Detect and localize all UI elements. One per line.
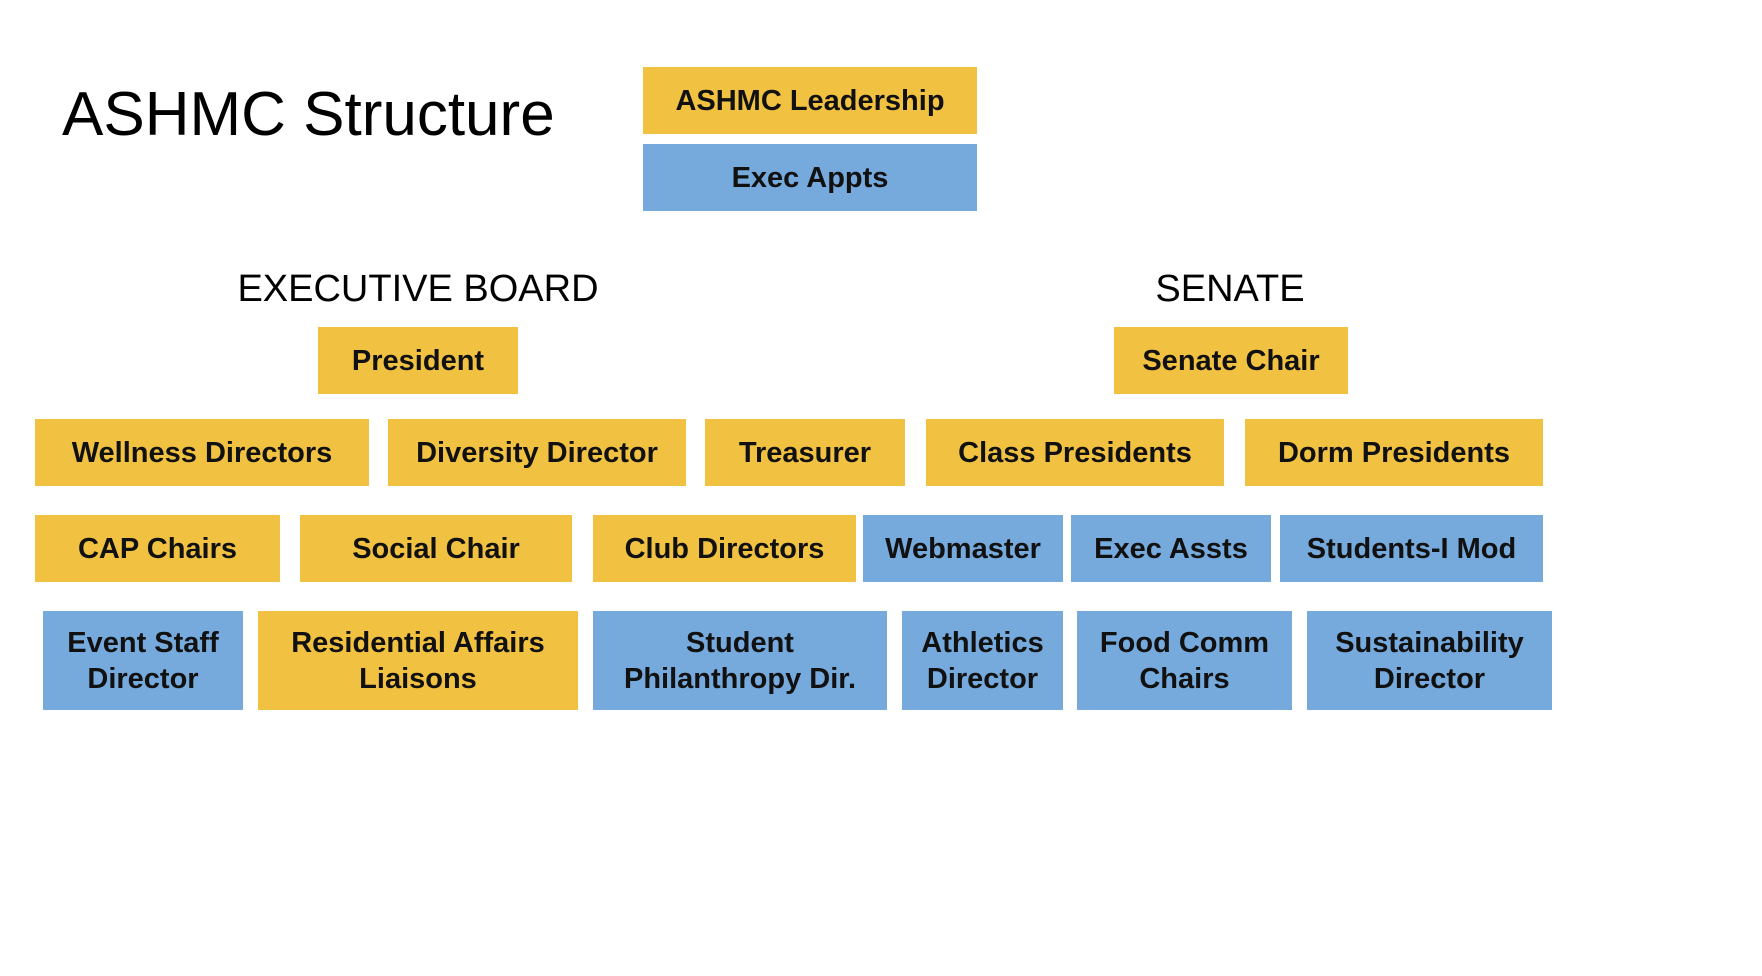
diversity-director-box: Diversity Director [388, 419, 686, 486]
treasurer-box: Treasurer [705, 419, 905, 486]
students-i-mod-box: Students-I Mod [1280, 515, 1543, 582]
student-philanthropy-dir-box: Student Philanthropy Dir. [593, 611, 887, 710]
sustainability-director-box: Sustainability Director [1307, 611, 1552, 710]
webmaster-box: Webmaster [863, 515, 1063, 582]
president-box: President [318, 327, 518, 394]
senate-chair-box: Senate Chair [1114, 327, 1348, 394]
food-comm-chairs-box: Food Comm Chairs [1077, 611, 1292, 710]
cap-chairs-box: CAP Chairs [35, 515, 280, 582]
social-chair-box: Social Chair [300, 515, 572, 582]
athletics-director-box: Athletics Director [902, 611, 1063, 710]
exec-assts-box: Exec Assts [1071, 515, 1271, 582]
dorm-presidents-box: Dorm Presidents [1245, 419, 1543, 486]
senate-heading: SENATE [1155, 268, 1305, 310]
legend-exec-appts: Exec Appts [643, 144, 977, 211]
wellness-directors-box: Wellness Directors [35, 419, 369, 486]
residential-affairs-liaisons-box: Residential Affairs Liaisons [258, 611, 578, 710]
legend-leadership: ASHMC Leadership [643, 67, 977, 134]
page-title: ASHMC Structure [62, 80, 555, 149]
club-directors-box: Club Directors [593, 515, 856, 582]
event-staff-director-box: Event Staff Director [43, 611, 243, 710]
class-presidents-box: Class Presidents [926, 419, 1224, 486]
executive-board-heading: EXECUTIVE BOARD [237, 268, 599, 310]
